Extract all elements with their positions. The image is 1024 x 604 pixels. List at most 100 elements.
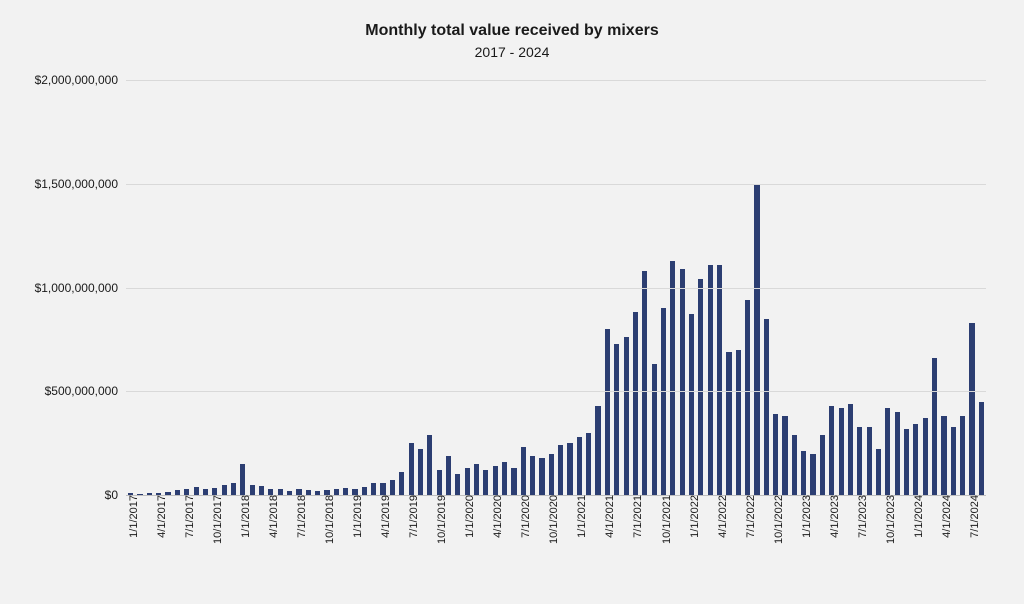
x-tick-label: 7/1/2017 bbox=[178, 495, 196, 538]
x-tick-label: 7/1/2024 bbox=[963, 495, 981, 538]
bar bbox=[530, 456, 535, 495]
bar bbox=[549, 454, 554, 496]
x-tick-label: 10/1/2017 bbox=[206, 495, 224, 544]
bar bbox=[642, 271, 647, 495]
x-tick-label: 1/1/2020 bbox=[458, 495, 476, 538]
bar bbox=[493, 466, 498, 495]
bar bbox=[465, 468, 470, 495]
y-tick-label: $1,500,000,000 bbox=[35, 177, 126, 191]
bar bbox=[764, 319, 769, 495]
x-tick-label: 4/1/2017 bbox=[150, 495, 168, 538]
bar bbox=[876, 449, 881, 495]
x-tick-label: 7/1/2021 bbox=[626, 495, 644, 538]
bar bbox=[801, 451, 806, 495]
x-tick-label: 7/1/2018 bbox=[290, 495, 308, 538]
x-tick-label: 10/1/2022 bbox=[767, 495, 785, 544]
gridline bbox=[126, 184, 986, 185]
bar bbox=[343, 488, 348, 495]
bar bbox=[409, 443, 414, 495]
bar bbox=[595, 406, 600, 495]
bar bbox=[773, 414, 778, 495]
bar bbox=[399, 472, 404, 495]
bar bbox=[427, 435, 432, 495]
bar bbox=[231, 483, 236, 495]
bar bbox=[792, 435, 797, 495]
x-tick-label: 10/1/2018 bbox=[318, 495, 336, 544]
x-tick-label: 4/1/2021 bbox=[598, 495, 616, 538]
bar bbox=[670, 261, 675, 495]
bar bbox=[362, 487, 367, 495]
plot-area: $0$500,000,000$1,000,000,000$1,500,000,0… bbox=[126, 80, 986, 495]
bar bbox=[932, 358, 937, 495]
bar bbox=[680, 269, 685, 495]
bar bbox=[502, 462, 507, 495]
bar bbox=[633, 312, 638, 495]
bar bbox=[652, 364, 657, 495]
chart-subtitle: 2017 - 2024 bbox=[0, 44, 1024, 60]
bar bbox=[857, 427, 862, 495]
bar bbox=[390, 480, 395, 495]
x-tick-label: 7/1/2022 bbox=[739, 495, 757, 538]
bar bbox=[567, 443, 572, 495]
chart-container: { "chart": { "type": "bar", "title": "Mo… bbox=[0, 0, 1024, 604]
bar bbox=[624, 337, 629, 495]
bar bbox=[895, 412, 900, 495]
x-tick-label: 10/1/2020 bbox=[542, 495, 560, 544]
x-tick-label: 4/1/2019 bbox=[374, 495, 392, 538]
x-tick-label: 1/1/2024 bbox=[907, 495, 925, 538]
x-tick-label: 7/1/2023 bbox=[851, 495, 869, 538]
bar bbox=[586, 433, 591, 495]
bar bbox=[371, 483, 376, 495]
bar bbox=[717, 265, 722, 495]
bar bbox=[418, 449, 423, 495]
bar bbox=[960, 416, 965, 495]
gridline bbox=[126, 288, 986, 289]
x-tick-label: 1/1/2017 bbox=[122, 495, 140, 538]
bar bbox=[212, 488, 217, 495]
bar bbox=[539, 458, 544, 495]
bar bbox=[240, 464, 245, 495]
bar bbox=[446, 456, 451, 495]
bar bbox=[605, 329, 610, 495]
x-tick-label: 1/1/2022 bbox=[683, 495, 701, 538]
y-tick-label: $1,000,000,000 bbox=[35, 281, 126, 295]
x-tick-label: 4/1/2023 bbox=[823, 495, 841, 538]
bar bbox=[782, 416, 787, 495]
bar bbox=[736, 350, 741, 495]
bar bbox=[689, 314, 694, 495]
bar bbox=[483, 470, 488, 495]
bar bbox=[380, 483, 385, 495]
bar bbox=[820, 435, 825, 495]
x-tick-label: 7/1/2019 bbox=[402, 495, 420, 538]
x-tick-label: 4/1/2024 bbox=[935, 495, 953, 538]
bar bbox=[521, 447, 526, 495]
x-tick-label: 7/1/2020 bbox=[514, 495, 532, 538]
x-tick-label: 1/1/2021 bbox=[570, 495, 588, 538]
bar bbox=[726, 352, 731, 495]
x-tick-label: 4/1/2018 bbox=[262, 495, 280, 538]
bar bbox=[437, 470, 442, 495]
x-tick-label: 10/1/2019 bbox=[430, 495, 448, 544]
gridline bbox=[126, 391, 986, 392]
bar bbox=[745, 300, 750, 495]
x-tick-label: 10/1/2023 bbox=[879, 495, 897, 544]
bar bbox=[969, 323, 974, 495]
bar bbox=[829, 406, 834, 495]
chart-title: Monthly total value received by mixers bbox=[0, 22, 1024, 40]
bar bbox=[979, 402, 984, 495]
bar bbox=[904, 429, 909, 495]
bar bbox=[698, 279, 703, 495]
bar bbox=[455, 474, 460, 495]
bar bbox=[867, 427, 872, 495]
bar bbox=[222, 485, 227, 495]
bar bbox=[250, 485, 255, 495]
bar bbox=[754, 184, 759, 495]
bar bbox=[839, 408, 844, 495]
bar bbox=[708, 265, 713, 495]
bar bbox=[558, 445, 563, 495]
bar bbox=[474, 464, 479, 495]
bar bbox=[885, 408, 890, 495]
bar bbox=[577, 437, 582, 495]
bar bbox=[614, 344, 619, 495]
bar bbox=[951, 427, 956, 495]
